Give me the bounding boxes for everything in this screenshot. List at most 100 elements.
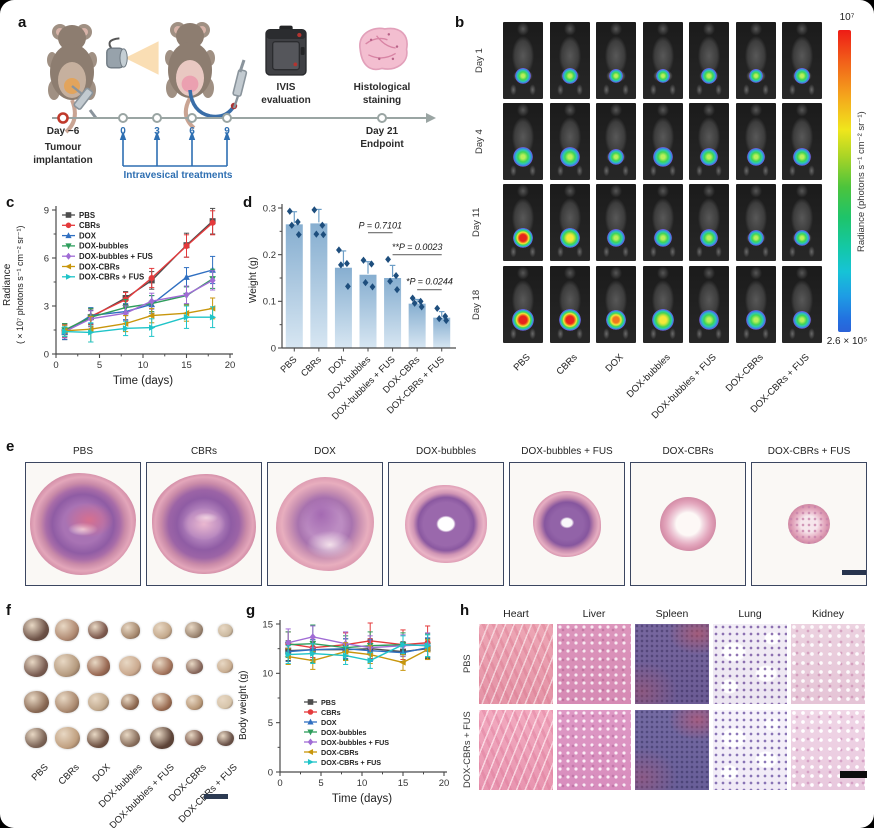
ivis-mouse-tile bbox=[782, 184, 822, 261]
ivis-mouse-tile bbox=[642, 184, 683, 261]
ivis-mouse-tile bbox=[503, 184, 543, 261]
svg-text:DOX-bubbles: DOX-bubbles bbox=[321, 728, 367, 737]
histology-group-label: PBS bbox=[72, 446, 93, 457]
tumour-photo bbox=[217, 695, 233, 710]
organ-histology-tile bbox=[635, 624, 709, 704]
bladder-section-image bbox=[276, 476, 374, 572]
histology-group-label: DOX-CBRs bbox=[662, 446, 714, 457]
tumour-label-line2: implantation bbox=[33, 155, 93, 166]
svg-text:CBRs: CBRs bbox=[299, 354, 323, 378]
organ-histology-tile bbox=[635, 710, 709, 790]
svg-text:CBRs: CBRs bbox=[321, 708, 341, 717]
radiance-colorbar bbox=[838, 30, 851, 332]
ivis-mouse-tile bbox=[503, 103, 543, 180]
tumour-photo bbox=[152, 621, 172, 639]
colorbar-axis-label: Radiance (photons s⁻¹ cm⁻² sr⁻¹) bbox=[856, 111, 867, 253]
tumour-photo bbox=[120, 729, 140, 747]
ivis-mouse-tile bbox=[596, 22, 636, 99]
tumour-label-line1: Tumour bbox=[44, 142, 82, 153]
bladder-section-image bbox=[405, 484, 487, 564]
ivis-label-line2: evaluation bbox=[261, 95, 311, 106]
svg-text:20: 20 bbox=[439, 778, 450, 789]
organ-histology-tile bbox=[479, 710, 553, 790]
svg-text:DOX: DOX bbox=[79, 231, 97, 240]
histology-label-line2: staining bbox=[362, 95, 402, 106]
ivis-mouse-tile bbox=[503, 22, 543, 99]
svg-text:0.2: 0.2 bbox=[263, 250, 276, 261]
tumour-photo bbox=[185, 622, 203, 639]
timeline bbox=[52, 112, 436, 167]
organ-row-label: DOX-CBRs + FUS bbox=[462, 711, 472, 789]
svg-text:DOX-CBRs: DOX-CBRs bbox=[321, 748, 359, 757]
tumour-photo bbox=[25, 728, 47, 748]
tumour-photo bbox=[150, 727, 174, 749]
svg-text:PBS: PBS bbox=[79, 211, 95, 220]
tumour-photo bbox=[88, 621, 108, 639]
svg-text:DOX-CBRs + FUS: DOX-CBRs + FUS bbox=[321, 758, 381, 767]
histology-tissue-icon bbox=[359, 27, 408, 71]
svg-text:DOX-CBRs: DOX-CBRs bbox=[79, 262, 120, 271]
tumour-photo bbox=[120, 621, 140, 639]
panel-d-label: d bbox=[243, 194, 253, 211]
mouse-treatment-icon bbox=[165, 22, 248, 130]
svg-text:5: 5 bbox=[97, 360, 102, 371]
organ-histology-tile bbox=[713, 624, 787, 704]
svg-text:0: 0 bbox=[277, 778, 282, 789]
tumour-photo bbox=[185, 694, 203, 710]
fus-transducer-icon bbox=[106, 37, 159, 75]
svg-text:5: 5 bbox=[268, 718, 273, 729]
tumour-photo bbox=[87, 692, 109, 712]
svg-text:DOX-bubbles + FUS: DOX-bubbles + FUS bbox=[321, 738, 389, 747]
scale-bar bbox=[840, 771, 867, 778]
svg-text:15: 15 bbox=[262, 619, 273, 630]
histology-label-line1: Histological bbox=[353, 82, 411, 93]
ivis-mouse-tile bbox=[549, 103, 590, 180]
ivis-day-label: Day 18 bbox=[471, 289, 482, 320]
tumour-photo bbox=[23, 690, 49, 713]
intravesical-treatments-label: Intravesical treatments bbox=[123, 170, 233, 181]
ivis-mouse-tile bbox=[596, 103, 636, 180]
tumour-photo bbox=[24, 655, 48, 677]
svg-text:Time (days): Time (days) bbox=[332, 793, 392, 805]
svg-text:10: 10 bbox=[357, 778, 368, 789]
ivis-mouse-tile bbox=[642, 266, 683, 343]
bladder-section-image bbox=[30, 473, 136, 575]
svg-text:0.1: 0.1 bbox=[263, 297, 276, 308]
ivis-group-label: DOX-bubbles + FUS bbox=[649, 352, 719, 422]
svg-text:0: 0 bbox=[53, 360, 58, 371]
ivis-group-label: CBRs bbox=[553, 352, 580, 378]
colorbar-max-label: 10⁷ bbox=[839, 12, 855, 23]
scale-bar bbox=[204, 794, 228, 799]
organ-header: Liver bbox=[582, 608, 606, 620]
ivis-mouse-tile bbox=[782, 266, 822, 343]
chart-g-ylabel: Body weight (g) bbox=[238, 670, 249, 740]
ivis-mouse-tile bbox=[642, 103, 683, 180]
panel-c-label: c bbox=[6, 194, 15, 211]
ivis-day-label: Day 4 bbox=[474, 129, 485, 154]
svg-text:6: 6 bbox=[44, 253, 49, 264]
endpoint-label: Endpoint bbox=[360, 139, 404, 150]
panel-a-label: a bbox=[18, 14, 27, 31]
svg-text:DOX-bubbles + FUS: DOX-bubbles + FUS bbox=[79, 252, 153, 261]
organ-histology-tile bbox=[479, 624, 553, 704]
tumour-photo bbox=[23, 618, 49, 642]
ivis-mouse-tile bbox=[596, 184, 636, 261]
svg-text:9: 9 bbox=[44, 205, 49, 216]
ivis-mouse-tile bbox=[689, 103, 729, 180]
organ-header: Heart bbox=[503, 608, 529, 620]
chart-c-ylabel-line1: Radiance bbox=[2, 263, 13, 307]
svg-text:PBS: PBS bbox=[321, 698, 336, 707]
ivis-mouse-tile bbox=[596, 266, 636, 343]
ivis-mouse-tile bbox=[689, 22, 729, 99]
tumour-photo bbox=[87, 728, 109, 748]
ivis-mouse-tile bbox=[735, 266, 776, 343]
day21-label: Day 21 bbox=[365, 126, 399, 137]
tumour-photo bbox=[185, 730, 203, 747]
ivis-mouse-tile bbox=[549, 22, 590, 99]
ivis-group-label: DOX bbox=[603, 352, 626, 375]
ivis-group-label: DOX-CBRs + FUS bbox=[748, 352, 812, 416]
histology-group-label: CBRs bbox=[190, 446, 218, 457]
